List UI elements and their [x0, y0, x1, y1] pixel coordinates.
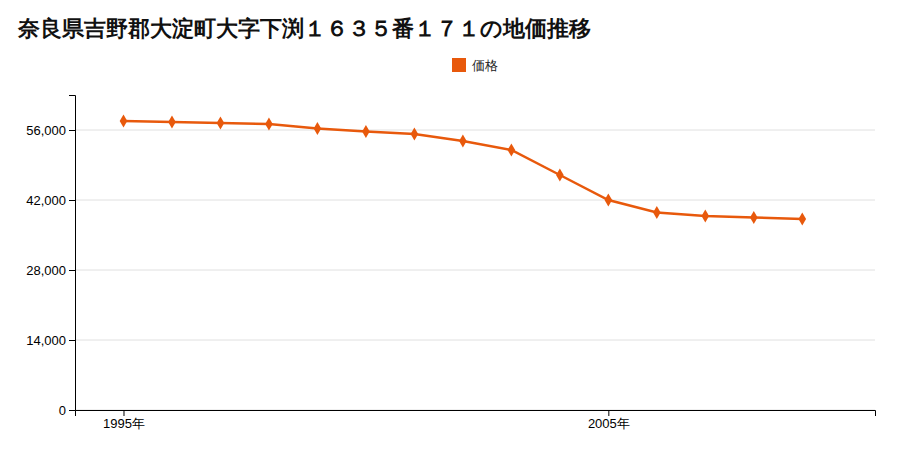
y-tick: 42,000	[26, 193, 75, 208]
y-tick-label: 28,000	[26, 263, 66, 278]
point	[168, 115, 176, 128]
legend-swatch	[452, 58, 466, 72]
grid-line	[75, 200, 875, 201]
x-tick: 2005年	[588, 410, 630, 431]
point	[411, 127, 419, 140]
y-tick-mark	[69, 340, 75, 341]
y-tick-label: 0	[59, 403, 66, 418]
x-tick: 1995年	[103, 410, 145, 431]
x-tick-label: 2005年	[588, 416, 630, 431]
point	[265, 117, 273, 130]
x-axis: 1995年 2005年	[76, 410, 876, 431]
grid-line	[75, 340, 875, 341]
y-tick: 28,000	[26, 263, 75, 278]
y-tick: 0	[59, 403, 75, 418]
legend-item: 価格	[452, 58, 498, 73]
y-tick-label: 56,000	[26, 123, 66, 138]
point	[798, 212, 806, 225]
grid-line	[75, 270, 875, 271]
legend-label: 価格	[472, 58, 498, 73]
point	[362, 125, 370, 138]
x-tick-label: 1995年	[103, 416, 145, 431]
y-tick-mark	[69, 130, 75, 131]
point	[217, 116, 225, 129]
y-axis: 0 14,000 28,000 42,000 56,000	[26, 96, 75, 418]
point	[653, 206, 661, 219]
point	[508, 143, 516, 156]
point	[702, 209, 710, 222]
y-tick-label: 14,000	[26, 333, 66, 348]
y-tick-mark	[69, 270, 75, 271]
legend: 価格	[452, 58, 498, 73]
x-tick-mark	[608, 410, 609, 416]
plot: 1995年 2005年 0 14,000 28,000 42,000 56,000	[26, 96, 875, 432]
x-tick-mark	[123, 410, 124, 416]
x-axis-line	[76, 411, 876, 417]
y-tick-mark	[69, 200, 75, 201]
point	[314, 122, 322, 135]
point	[120, 114, 128, 127]
title: 奈良県吉野郡大淀町大字下渕１６３５番１７１の地価推移	[17, 16, 591, 41]
grid	[75, 130, 875, 410]
grid-line	[75, 130, 875, 131]
point	[459, 134, 467, 147]
point	[556, 168, 564, 181]
marks	[120, 114, 806, 225]
y-tick-mark	[69, 410, 75, 411]
series-line	[123, 121, 802, 219]
point	[605, 193, 613, 206]
y-axis-line	[69, 96, 76, 411]
y-tick: 14,000	[26, 333, 75, 348]
y-tick: 56,000	[26, 123, 75, 138]
chart: 奈良県吉野郡大淀町大字下渕１６３５番１７１の地価推移 1995年 2005年 0 14,…	[0, 0, 900, 450]
y-tick-label: 42,000	[26, 193, 66, 208]
point	[750, 211, 758, 224]
